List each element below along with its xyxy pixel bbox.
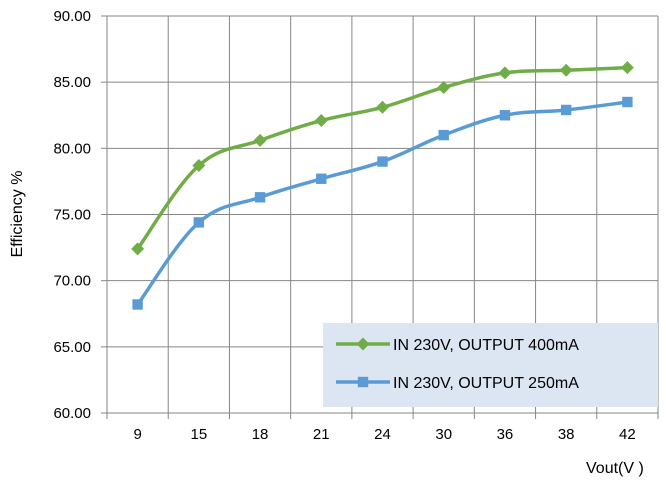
legend-swatch-marker — [356, 337, 370, 351]
data-point — [314, 114, 328, 128]
series-line — [136, 100, 628, 306]
x-tick-label: 30 — [435, 426, 452, 443]
y-tick-label: 70.00 — [53, 273, 91, 290]
legend-swatch-marker — [357, 376, 369, 388]
x-tick-label: 42 — [619, 426, 636, 443]
data-point — [377, 156, 388, 167]
series-2 — [132, 96, 633, 310]
data-point — [560, 104, 572, 116]
series-1 — [131, 61, 634, 256]
x-tick-label: 15 — [190, 426, 207, 443]
y-tick-label: 60.00 — [53, 405, 91, 422]
data-point — [376, 100, 389, 114]
series-layer — [131, 61, 634, 310]
x-tick-label: 36 — [497, 426, 514, 443]
y-axis-label: Efficiency % — [9, 171, 26, 258]
data-point — [437, 80, 451, 94]
legend-entry: IN 230V, OUTPUT 400mA — [336, 337, 579, 354]
data-point — [193, 217, 205, 228]
data-point — [254, 192, 266, 203]
y-tick-label: 80.00 — [53, 140, 91, 157]
y-tick-label: 85.00 — [53, 74, 91, 91]
x-tick-label: 18 — [252, 426, 269, 443]
legend-label: IN 230V, OUTPUT 400mA — [393, 337, 579, 354]
data-point — [622, 96, 633, 108]
data-point — [132, 299, 143, 310]
legend-label: IN 230V, OUTPUT 250mA — [393, 375, 579, 392]
x-tick-labels: 9 15 18 21 24 30 36 38 42 — [133, 426, 635, 443]
data-point — [316, 173, 327, 184]
x-axis-label: Vout(V ) — [586, 460, 644, 477]
legend-entry: IN 230V, OUTPUT 250mA — [336, 375, 579, 392]
x-tick-label: 38 — [558, 426, 575, 443]
axes — [101, 15, 659, 419]
data-point — [620, 61, 634, 75]
x-tick-label: 9 — [133, 426, 141, 443]
y-tick-label: 90.00 — [53, 8, 91, 25]
x-tick-label: 24 — [374, 426, 391, 443]
data-point — [131, 242, 145, 256]
legend: IN 230V, OUTPUT 400mA IN 230V, OUTPUT 250… — [323, 323, 658, 407]
x-tick-label: 21 — [313, 426, 330, 443]
data-point — [559, 63, 573, 77]
data-point — [499, 110, 511, 121]
data-point — [438, 129, 449, 141]
y-tick-label: 65.00 — [53, 339, 91, 356]
y-tick-label: 75.00 — [53, 207, 91, 224]
data-point — [253, 133, 267, 147]
data-point — [192, 159, 206, 173]
data-point — [498, 66, 512, 80]
y-tick-labels: 60.00 65.00 70.00 75.00 80.00 85.00 90.00 — [53, 8, 91, 422]
legend-box — [323, 323, 658, 407]
